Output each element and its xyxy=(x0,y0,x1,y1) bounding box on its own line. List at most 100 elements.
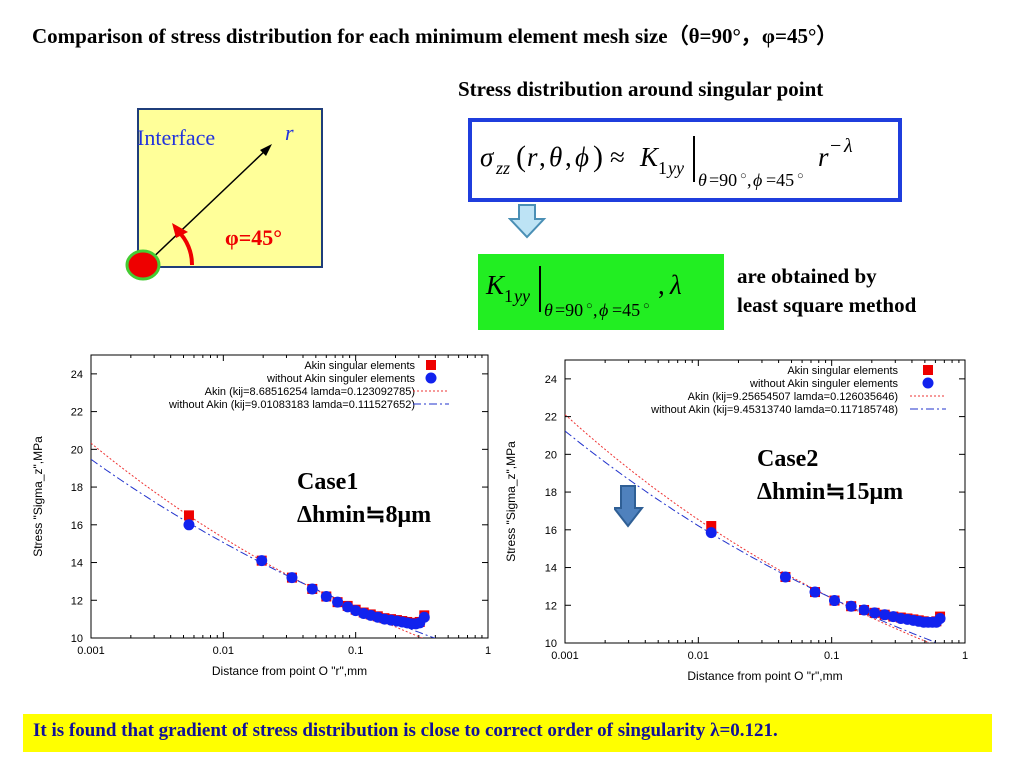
data-point-circle xyxy=(332,596,344,608)
case1-title: Case1 xyxy=(297,469,359,495)
data-point-circle xyxy=(809,586,821,598)
phi-angle-label: φ=45° xyxy=(225,225,283,250)
y-tick-label: 18 xyxy=(545,487,557,499)
x-tick-label: 0.01 xyxy=(213,645,234,657)
svg-text:=90: =90 xyxy=(555,300,583,320)
r-arrowhead-icon xyxy=(260,144,272,156)
svg-text:,: , xyxy=(658,270,665,300)
x-tick-label: 1 xyxy=(962,650,968,662)
y-axis-label: Stress "Sigma_z",MPa xyxy=(504,441,518,562)
x-axis-label: Distance from point O "r",mm xyxy=(687,669,842,683)
legend-label: without Akin singuler elements xyxy=(749,378,898,390)
y-tick-label: 12 xyxy=(71,595,83,607)
phi-arc-arrowhead-icon xyxy=(172,223,188,238)
svg-text:σ: σ xyxy=(480,142,495,172)
data-point-square xyxy=(706,521,717,532)
y-tick-label: 16 xyxy=(545,525,557,537)
x-tick-label: 0.1 xyxy=(348,645,363,657)
legend-label: without Akin (kij=9.01083183 lamda=0.111… xyxy=(168,399,415,411)
svg-text:r: r xyxy=(527,142,538,172)
case1-label: Case1 Δhmin≒8μm xyxy=(297,466,431,532)
y-tick-label: 14 xyxy=(71,558,83,570)
y-tick-label: 24 xyxy=(71,369,83,381)
data-point-circle xyxy=(705,527,717,539)
data-point-circle xyxy=(779,571,791,583)
legend-label: without Akin (kij=9.45313740 lamda=0.117… xyxy=(650,404,898,416)
x-tick-label: 0.001 xyxy=(77,645,105,657)
data-point-circle xyxy=(858,604,870,616)
svg-text:○: ○ xyxy=(797,170,804,182)
svg-text:○: ○ xyxy=(740,170,747,182)
svg-text:K: K xyxy=(485,270,506,300)
svg-text:λ: λ xyxy=(669,270,682,300)
y-tick-label: 20 xyxy=(71,444,83,456)
legend-marker-square xyxy=(923,365,933,375)
x-tick-label: 0.1 xyxy=(824,650,839,662)
y-tick-label: 10 xyxy=(545,638,557,650)
svg-text:yy: yy xyxy=(666,158,684,178)
data-point-square xyxy=(183,510,194,521)
r-direction-arrow xyxy=(144,147,269,266)
svg-text:1: 1 xyxy=(504,286,513,306)
data-point-circle xyxy=(869,607,881,619)
data-point-circle xyxy=(879,609,891,621)
data-point-circle xyxy=(306,583,318,595)
svg-text:θ: θ xyxy=(698,170,707,190)
svg-text:(: ( xyxy=(516,140,526,173)
svg-text:○: ○ xyxy=(643,300,650,312)
blue-down-arrow-icon xyxy=(614,485,644,528)
x-tick-label: 0.01 xyxy=(688,650,709,662)
legend-label: Akin singular elements xyxy=(787,365,898,377)
legend-label: Akin (kij=8.68516254 lamda=0.123092785) xyxy=(205,386,415,398)
svg-text:1: 1 xyxy=(658,158,667,178)
data-point-circle xyxy=(183,519,195,531)
y-tick-label: 20 xyxy=(545,449,557,461)
svg-text:ϕ: ϕ xyxy=(753,170,762,190)
data-point-circle xyxy=(256,555,268,567)
k-lambda-box: K 1 yy θ =90 ○ , ϕ =45 ○ , λ xyxy=(478,254,724,330)
data-point-circle xyxy=(934,612,946,624)
svg-text:λ: λ xyxy=(843,135,853,157)
data-point-circle xyxy=(418,611,430,623)
case2-label: Case2 Δhmin≒15μm xyxy=(757,443,903,509)
legend-label: Akin (kij=9.25654507 lamda=0.126035646) xyxy=(688,391,898,403)
interface-diagram-graphics xyxy=(125,144,272,281)
y-tick-label: 12 xyxy=(545,600,557,612)
legend-label: without Akin singuler elements xyxy=(266,373,415,385)
case1-mesh-size: Δhmin≒8μm xyxy=(297,502,432,528)
y-tick-label: 24 xyxy=(545,374,557,386)
svg-text:r: r xyxy=(818,142,829,172)
data-point-circle xyxy=(320,590,332,602)
fit-curve xyxy=(91,442,424,638)
data-point-circle xyxy=(845,600,857,612)
svg-text:○: ○ xyxy=(586,300,593,312)
stress-plot-case2: 10 12 14 16 18 20 22 24 0.001 0.01 0.1 1 Distance fr… xyxy=(504,359,968,683)
svg-text:ϕ: ϕ xyxy=(575,142,589,172)
plot-frame xyxy=(90,354,489,639)
data-point-circle xyxy=(828,595,840,607)
conclusion-bar: It is found that gradient of stress dist… xyxy=(23,714,992,752)
x-tick-label: 1 xyxy=(485,645,491,657)
svg-text:yy: yy xyxy=(512,286,530,306)
svg-text:ϕ: ϕ xyxy=(599,300,608,320)
data-point-circle xyxy=(286,572,298,584)
y-tick-label: 10 xyxy=(71,633,83,645)
legend-label: Akin singular elements xyxy=(304,360,415,372)
svg-text:,: , xyxy=(565,142,572,172)
k-lambda-formula: K 1 yy θ =90 ○ , ϕ =45 ○ , λ xyxy=(485,266,682,320)
svg-text:=90: =90 xyxy=(709,170,737,190)
case2-title: Case2 xyxy=(757,446,819,472)
y-tick-label: 14 xyxy=(545,563,557,575)
svg-text:K: K xyxy=(639,142,660,172)
legend-marker-circle xyxy=(922,377,934,389)
interface-diagram-box xyxy=(137,108,323,268)
svg-text:=45: =45 xyxy=(612,300,640,320)
r-axis-label: r xyxy=(285,120,294,145)
svg-text:,: , xyxy=(539,142,546,172)
svg-text:zz: zz xyxy=(495,158,510,178)
svg-text:≈: ≈ xyxy=(610,142,625,172)
y-tick-label: 22 xyxy=(71,407,83,419)
y-tick-label: 18 xyxy=(71,482,83,494)
y-tick-label: 16 xyxy=(71,520,83,532)
slide-title: Comparison of stress distribution for ea… xyxy=(32,24,838,48)
